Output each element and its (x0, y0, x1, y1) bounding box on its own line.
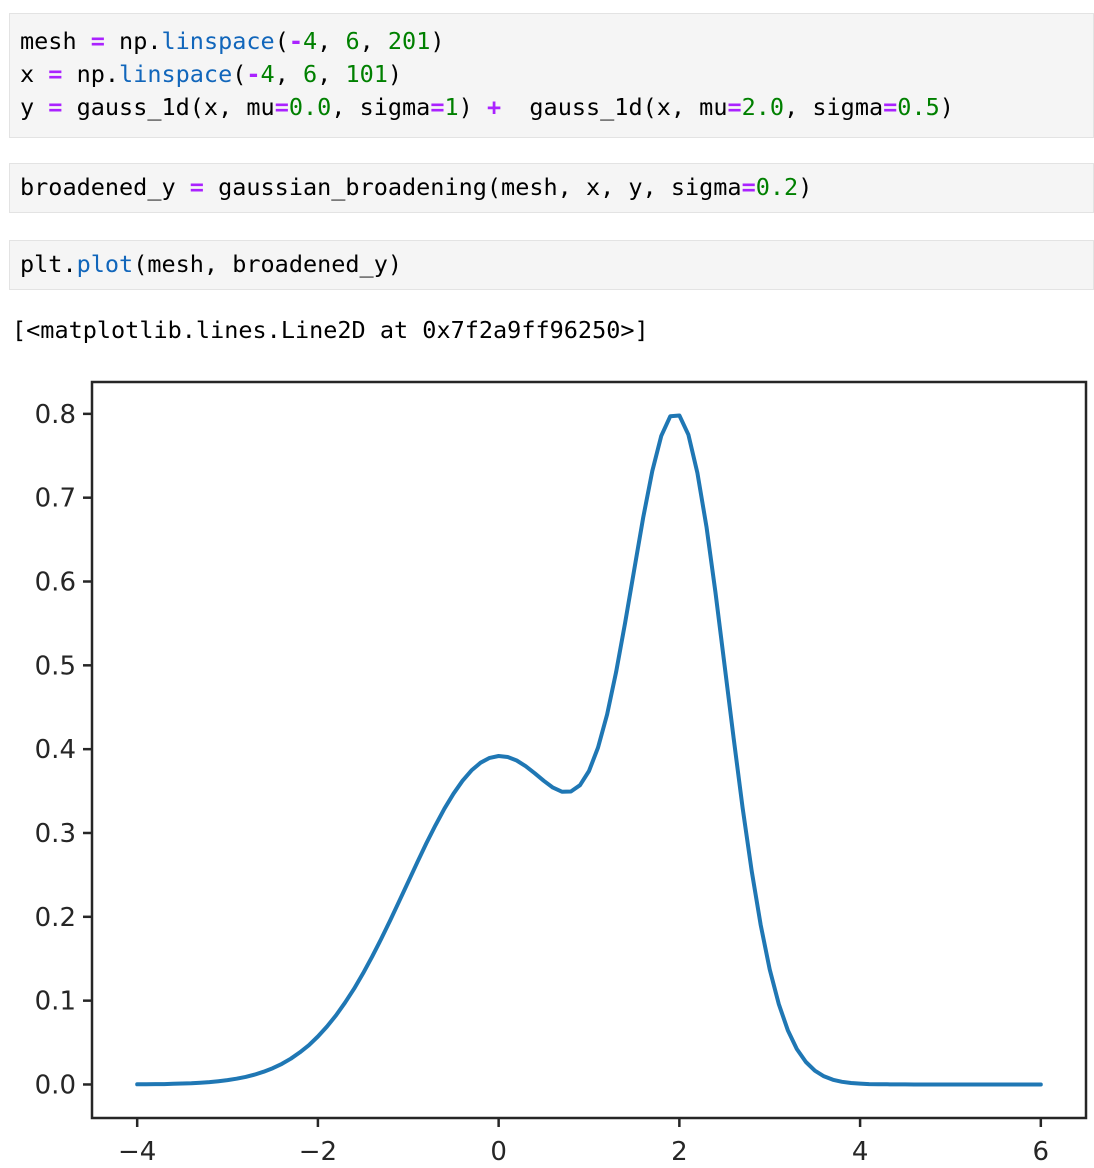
code-cell-1[interactable]: mesh = np.linspace(-4, 6, 201) x = np.lin… (9, 13, 1094, 138)
y-tick-label: 0.2 (35, 903, 76, 933)
x-tick-label: 2 (671, 1137, 688, 1167)
y-tick-label: 0.5 (35, 651, 76, 681)
x-tick-label: 6 (1033, 1137, 1050, 1167)
y-tick-label: 0.4 (35, 735, 76, 765)
code-line: broadened_y = gaussian_broadening(mesh, … (20, 173, 813, 201)
code-editor[interactable]: broadened_y = gaussian_broadening(mesh, … (10, 164, 1093, 212)
data-line (135, 413, 1043, 1087)
y-tick-label: 0.0 (35, 1070, 76, 1100)
x-tick-label: 0 (490, 1137, 507, 1167)
axes-frame (90, 380, 1088, 1120)
y-tick-label: 0.8 (35, 400, 76, 430)
y-tick-label: 0.6 (35, 568, 76, 598)
execution-output-text: [<matplotlib.lines.Line2D at 0x7f2a9ff96… (12, 316, 649, 344)
code-editor[interactable]: plt.plot(mesh, broadened_y) (10, 241, 1093, 289)
code-line: plt.plot(mesh, broadened_y) (20, 250, 403, 278)
code-editor[interactable]: mesh = np.linspace(-4, 6, 201) x = np.lin… (10, 14, 1093, 136)
y-tick-label: 0.7 (35, 484, 76, 514)
y-tick-label: 0.3 (35, 819, 76, 849)
code-cell-3[interactable]: plt.plot(mesh, broadened_y) (9, 240, 1094, 290)
x-tick-label: −2 (299, 1137, 337, 1167)
code-line: y = gauss_1d(x, mu=0.0, sigma=1) + gauss… (20, 93, 954, 121)
matplotlib-figure-line-plot: −4 −2 0 2 4 6 0.0 0.1 0.2 0.3 0.4 0.5 0.6 0.7 0.8 (0, 360, 1094, 1168)
y-tick-label: 0.1 (35, 987, 76, 1017)
code-line: x = np.linspace(-4, 6, 101) (20, 60, 403, 88)
x-tick-label: −4 (118, 1137, 156, 1167)
code-line: mesh = np.linspace(-4, 6, 201) (20, 27, 445, 55)
x-tick-label: 4 (852, 1137, 869, 1167)
code-cell-2[interactable]: broadened_y = gaussian_broadening(mesh, … (9, 163, 1094, 213)
